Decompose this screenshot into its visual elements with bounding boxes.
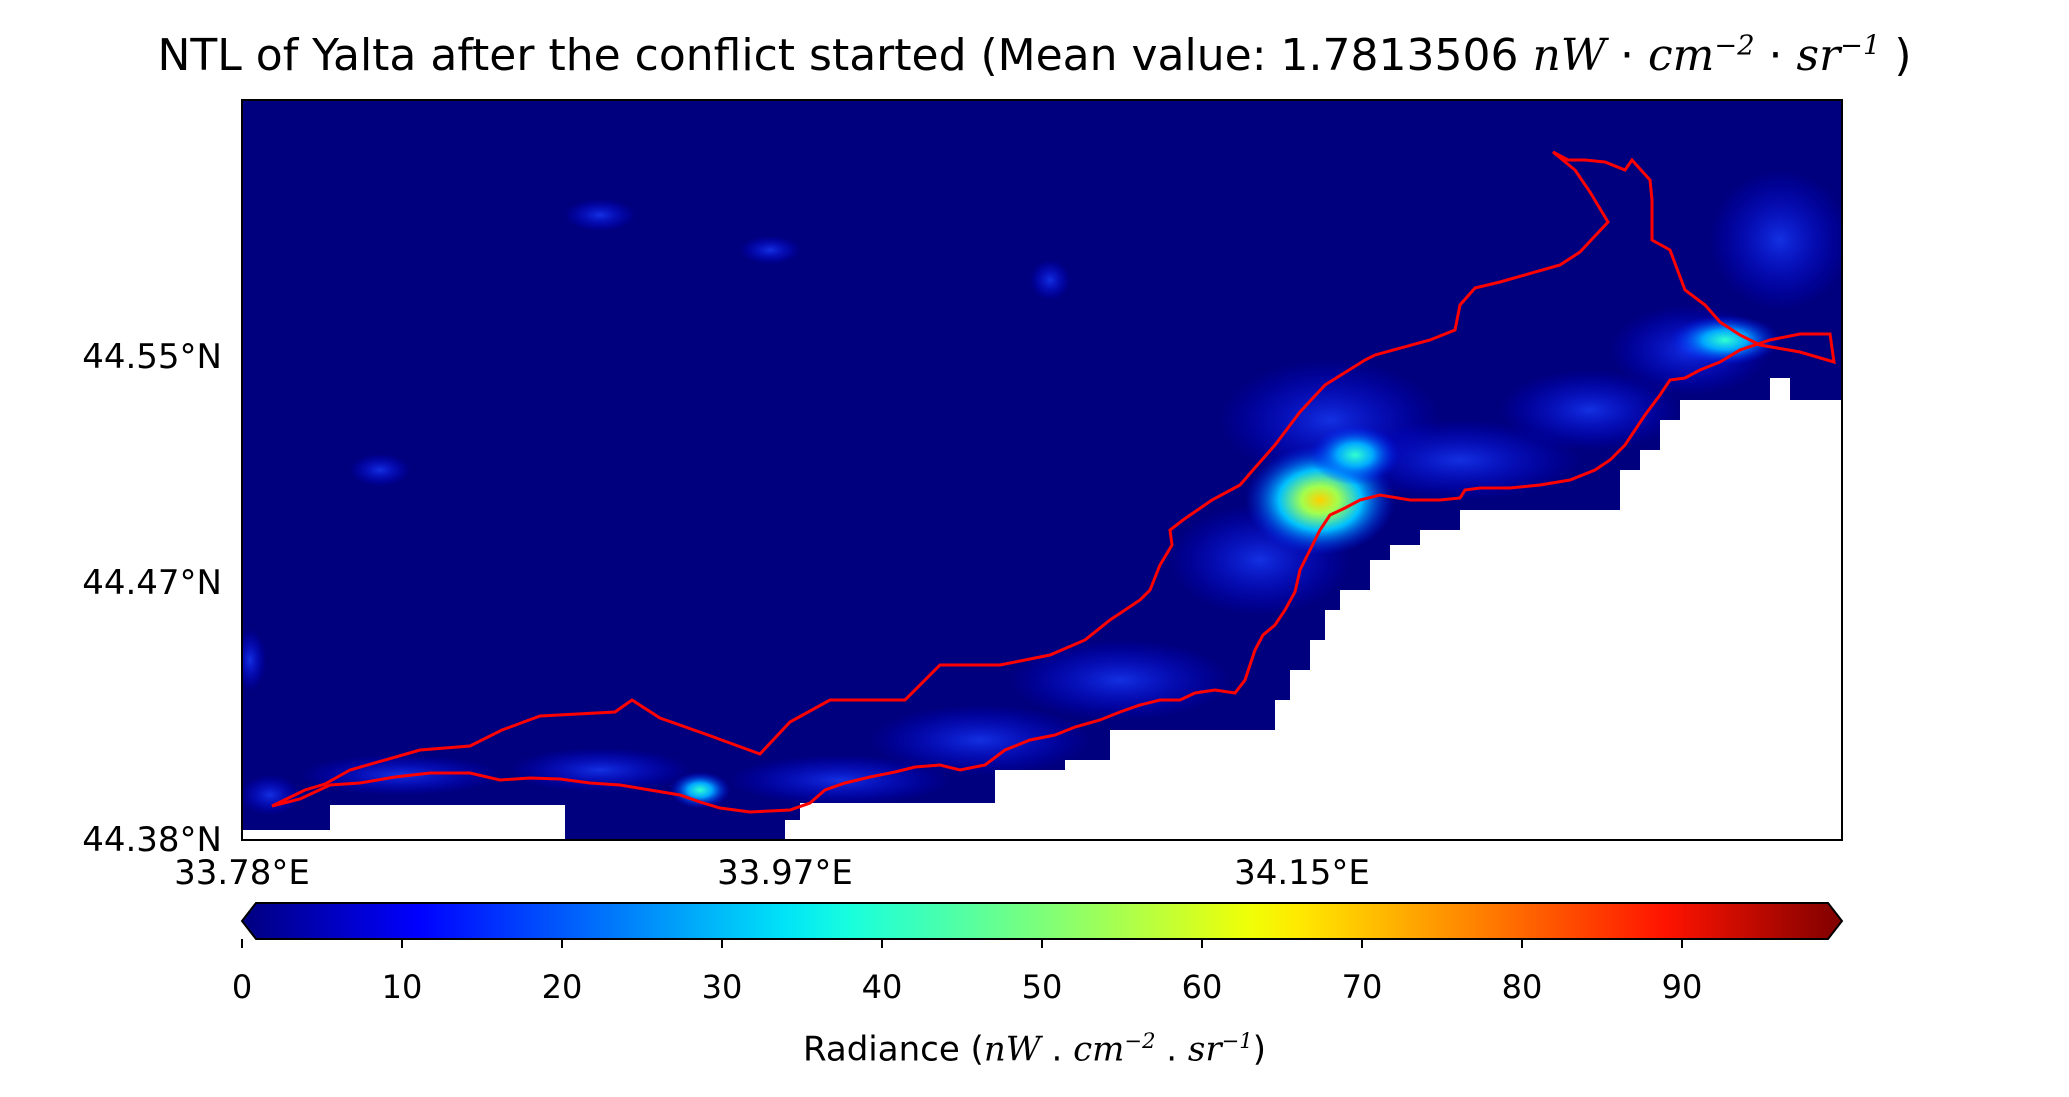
lat-tick-label: 44.38°N — [82, 820, 222, 860]
lon-tick-label: 34.15°E — [1234, 853, 1370, 893]
lat-tick-label: 44.55°N — [82, 337, 222, 377]
colorbar-gradient — [240, 902, 1844, 940]
colorbar-tick-label: 30 — [701, 968, 743, 1006]
colorbar-tick-marks — [241, 939, 1683, 948]
sea-area — [242, 378, 1842, 840]
lon-tick-label: 33.78°E — [174, 853, 310, 893]
hotspots — [670, 315, 1780, 808]
map-frame — [241, 99, 1843, 841]
lat-tick-label: 44.47°N — [82, 563, 222, 603]
colorbar-tick-label: 90 — [1661, 968, 1703, 1006]
colorbar-tick-label: 80 — [1501, 968, 1543, 1006]
hotspot-yalta-north — [1310, 425, 1400, 485]
coastal-lights — [242, 170, 1842, 815]
lon-tick-label: 33.97°E — [717, 853, 853, 893]
hotspot-alushta — [1670, 315, 1780, 365]
colorbar-tick-label: 40 — [861, 968, 903, 1006]
colorbar-tick-label: 10 — [381, 968, 423, 1006]
colorbar-tick-label: 0 — [231, 968, 253, 1006]
map-title: NTL of Yalta after the conflict started … — [157, 30, 1912, 81]
radiance-raster — [242, 100, 1842, 840]
colorbar-label: Radiance (nW . cm−2 . sr−1) — [803, 1028, 1266, 1070]
colorbar-tick-label: 60 — [1181, 968, 1223, 1006]
colorbar — [240, 902, 1844, 948]
colorbar-tick-label: 20 — [541, 968, 583, 1006]
colorbar-tick-label: 70 — [1341, 968, 1383, 1006]
colorbar-tick-label: 50 — [1021, 968, 1063, 1006]
hotspot-simeiz — [670, 772, 730, 808]
yalta-boundary — [271, 150, 1836, 814]
